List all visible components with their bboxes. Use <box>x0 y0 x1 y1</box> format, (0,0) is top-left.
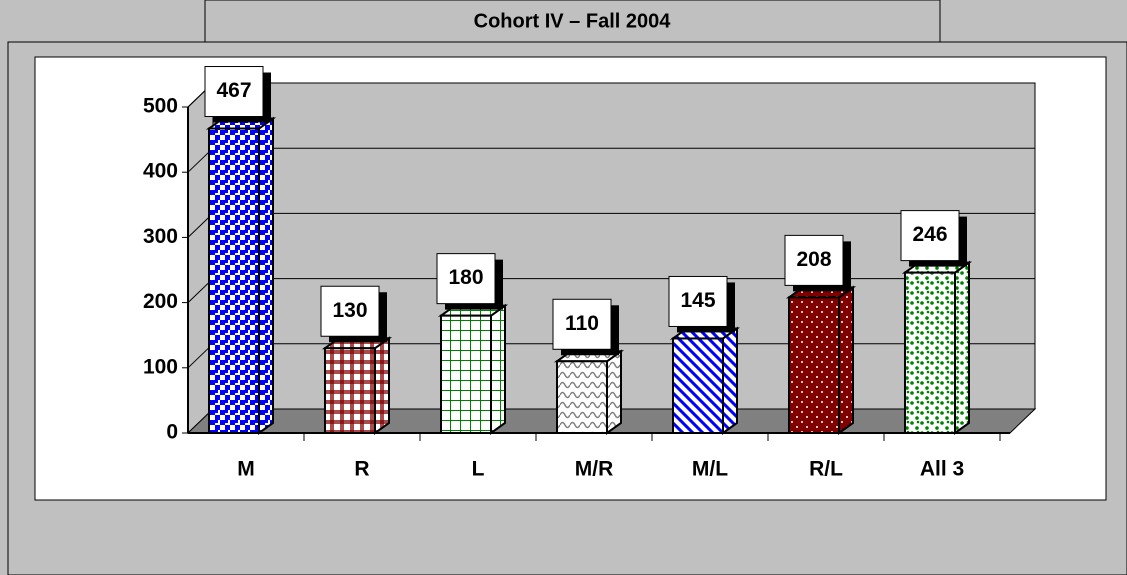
label-box <box>900 210 960 262</box>
value-label: 246 <box>912 223 947 246</box>
y-tick-label: 300 <box>143 225 178 248</box>
bar <box>324 347 376 434</box>
bar-side <box>258 116 274 435</box>
bar-side <box>722 326 738 435</box>
label-box <box>204 66 264 118</box>
x-tick-label: M <box>237 458 255 481</box>
y-tick-label: 400 <box>143 160 178 183</box>
y-tick-label: 200 <box>143 290 178 313</box>
label-box <box>668 275 728 327</box>
bar-side <box>954 260 970 435</box>
bar <box>556 360 608 434</box>
bar-side <box>606 349 622 435</box>
value-label: 110 <box>565 312 599 335</box>
bar-side <box>374 336 390 435</box>
x-tick-label: All 3 <box>920 458 964 481</box>
value-label: 180 <box>448 266 483 289</box>
label-box <box>436 253 496 305</box>
label-box <box>552 298 612 350</box>
bar-side <box>490 303 506 435</box>
x-tick-label: M/R <box>575 458 614 481</box>
title-box <box>204 0 941 43</box>
bar <box>208 127 260 435</box>
value-label: 145 <box>680 289 715 312</box>
label-box <box>784 234 844 286</box>
y-tick-label: 100 <box>143 355 178 378</box>
x-tick-label: M/L <box>692 458 728 481</box>
bar-side <box>838 285 854 435</box>
y-tick-label: 0 <box>166 421 178 444</box>
bar <box>788 296 840 434</box>
chart-title: Cohort IV – Fall 2004 <box>474 10 672 32</box>
plot: 0 100 200 300 400 500 M 467 R 130 L 180 M/R 110 M/L 145… <box>143 66 1037 481</box>
bar <box>904 271 956 434</box>
x-tick-label: R <box>354 458 369 481</box>
y-tick-label: 500 <box>143 95 178 118</box>
value-label: 467 <box>216 79 251 102</box>
bar <box>440 314 492 435</box>
bar <box>672 337 724 434</box>
x-tick-label: L <box>472 458 485 481</box>
x-tick-label: R/L <box>809 458 843 481</box>
label-box <box>320 285 380 337</box>
value-label: 208 <box>796 248 831 271</box>
value-label: 130 <box>332 299 367 322</box>
